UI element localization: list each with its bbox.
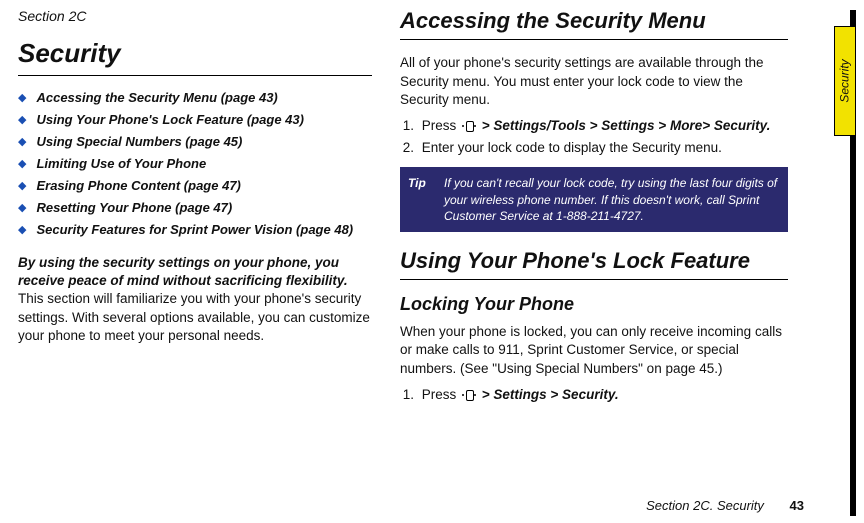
step-text-prefix: Press [422,387,460,402]
toc-item: ◆ Limiting Use of Your Phone [18,156,372,172]
toc-item: ◆ Accessing the Security Menu (page 43) [18,90,372,106]
toc-text: Security Features for Sprint Power Visio… [36,222,353,238]
diamond-icon: ◆ [18,178,26,194]
tab-stub [850,10,856,26]
toc-item: ◆ Security Features for Sprint Power Visi… [18,222,372,238]
footer-page-number: 43 [790,498,804,513]
steps-list: 1. Press > Settings/Tools > Settings > M… [400,117,788,157]
heading-rule [400,279,788,280]
heading-lock-feature: Using Your Phone's Lock Feature [400,248,788,273]
right-column: Accessing the Security Menu All of your … [400,8,810,523]
toc-list: ◆ Accessing the Security Menu (page 43) ◆… [18,90,372,238]
step-item: 2. Enter your lock code to display the S… [400,139,788,157]
toc-text: Using Your Phone's Lock Feature (page 43… [36,112,303,128]
subheading-locking: Locking Your Phone [400,294,788,315]
left-column: Section 2C Security ◆ Accessing the Secur… [18,8,400,523]
step-path: > Settings/Tools > Settings > More> Secu… [478,118,770,133]
section-label: Section 2C [18,8,372,24]
step-number: 1. [400,386,414,404]
tab-stub [850,136,856,516]
toc-item: ◆ Using Special Numbers (page 45) [18,134,372,150]
nav-key-icon [462,389,476,400]
toc-text: Accessing the Security Menu (page 43) [36,90,277,106]
step-number: 2. [400,139,414,157]
page-title: Security [18,38,372,69]
diamond-icon: ◆ [18,134,26,150]
diamond-icon: ◆ [18,90,26,106]
diamond-icon: ◆ [18,156,26,172]
toc-item: ◆ Resetting Your Phone (page 47) [18,200,372,216]
step-item: 1. Press > Settings > Security. [400,386,788,404]
step-path: > Settings > Security. [478,387,619,402]
diamond-icon: ◆ [18,222,26,238]
title-rule [18,75,372,76]
intro-paragraph: By using the security settings on your p… [18,254,372,345]
step-text: Enter your lock code to display the Secu… [422,140,722,155]
security-menu-intro: All of your phone's security settings ar… [400,54,788,109]
toc-text: Resetting Your Phone (page 47) [36,200,232,216]
toc-text: Limiting Use of Your Phone [36,156,206,172]
tip-callout: Tip If you can't recall your lock code, … [400,167,788,232]
step-text-prefix: Press [422,118,460,133]
footer-section: Section 2C. Security [646,498,764,513]
tip-label: Tip [400,167,444,232]
step-item: 1. Press > Settings/Tools > Settings > M… [400,117,788,135]
nav-key-icon [462,120,476,131]
chapter-tab-label: Security [838,59,852,102]
toc-text: Using Special Numbers (page 45) [36,134,242,150]
chapter-tab-security: Security [834,26,856,136]
locking-intro: When your phone is locked, you can only … [400,323,788,378]
heading-rule [400,39,788,40]
diamond-icon: ◆ [18,200,26,216]
toc-item: ◆ Using Your Phone's Lock Feature (page 4… [18,112,372,128]
intro-lead: By using the security settings on your p… [18,255,348,288]
page-footer: Section 2C. Security 43 [646,498,804,513]
tip-body: If you can't recall your lock code, try … [444,167,788,232]
heading-accessing-security: Accessing the Security Menu [400,8,788,33]
toc-text: Erasing Phone Content (page 47) [36,178,240,194]
step-number: 1. [400,117,414,135]
intro-rest: This section will familiarize you with y… [18,291,370,342]
steps-list-lock: 1. Press > Settings > Security. [400,386,788,404]
diamond-icon: ◆ [18,112,26,128]
toc-item: ◆ Erasing Phone Content (page 47) [18,178,372,194]
